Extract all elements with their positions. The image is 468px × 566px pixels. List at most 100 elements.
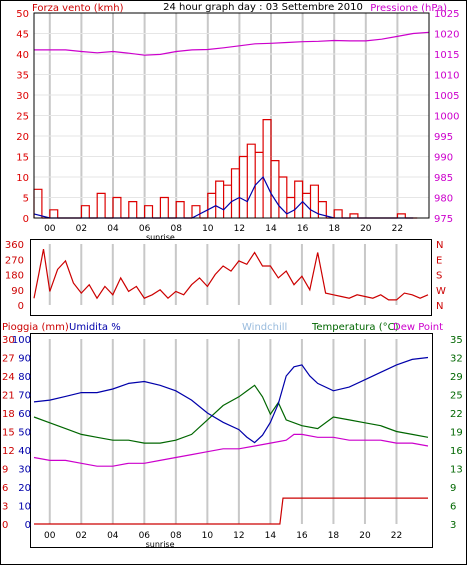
humidity-y-tick: 10 [18, 502, 31, 513]
panel1-x-tick: 22 [392, 224, 403, 234]
temperature-y-tick: 32 [450, 354, 463, 365]
rain-y-tick: 3 [2, 502, 8, 513]
compass-label: S [436, 271, 442, 282]
rain-y-tick: 0 [2, 520, 8, 531]
panel1-series [33, 31, 430, 219]
direction-y-tick: 0 [18, 301, 24, 312]
panel1-x-tick: 18 [328, 224, 340, 234]
panel3-x-tick: 16 [296, 531, 308, 541]
panel3-x-tick: 08 [170, 531, 182, 541]
pressure-axis-label: Pressione (hPa) [370, 3, 447, 14]
panel3-series [33, 356, 429, 525]
rain-y-tick: 6 [2, 483, 8, 494]
humidity-y-tick: 40 [18, 446, 31, 457]
rain-y-tick: 12 [2, 446, 15, 457]
pressure-y-tick: 1015 [434, 50, 459, 61]
pressure-y-tick: 985 [434, 173, 453, 184]
wind-y-tick: 20 [16, 132, 29, 143]
panel3-x-tick: 06 [139, 531, 151, 541]
rain-y-tick: 30 [2, 335, 15, 346]
panel2-series [33, 248, 429, 301]
direction-y-tick: 180 [5, 271, 24, 282]
panel2-box [30, 239, 432, 316]
panel3-sunrise-label: sunrise [146, 540, 175, 549]
humidity-y-tick: 50 [18, 428, 31, 439]
panel3-x-tick: 00 [44, 531, 56, 541]
panel3-grid [48, 339, 398, 524]
rain-y-tick: 21 [2, 391, 15, 402]
panel3-x-tick: 04 [107, 531, 119, 541]
temperature-line [33, 384, 429, 444]
panel1-axes: 0510152025303540455097598098599099510001… [16, 9, 459, 242]
rain-y-tick: 15 [2, 428, 15, 439]
direction-y-tick: 270 [5, 255, 24, 266]
graph-title: 24 hour graph day : 03 Settembre 2010 [163, 2, 363, 13]
rain-y-tick: 27 [2, 354, 15, 365]
compass-label: E [436, 255, 442, 266]
direction-y-tick: 360 [5, 240, 24, 251]
panel1-sunrise-label: sunrise [146, 233, 175, 242]
compass-label: W [436, 286, 446, 297]
temperature-y-tick: 6 [450, 502, 456, 513]
compass-label: N [436, 301, 443, 312]
pressure-line [34, 31, 430, 56]
wind-axis-label: Forza vento (kmh) [32, 3, 124, 14]
humidity-y-tick: 30 [18, 465, 31, 476]
temperature-y-tick: 3 [450, 520, 456, 531]
wind-y-tick: 25 [16, 112, 29, 123]
windchill-legend: Windchill [242, 322, 287, 333]
panel3-x-tick: 20 [359, 531, 371, 541]
panel3-x-tick: 02 [76, 531, 87, 541]
wind-y-tick: 0 [23, 214, 29, 225]
pressure-y-tick: 1000 [434, 112, 459, 123]
rain-y-tick: 24 [2, 372, 15, 383]
wind-y-tick: 5 [23, 194, 29, 205]
rain-line [34, 497, 428, 525]
humidity-y-tick: 20 [18, 483, 31, 494]
panel1-x-tick: 14 [265, 224, 277, 234]
pressure-y-tick: 1025 [434, 9, 459, 20]
panel1-x-tick: 20 [360, 224, 372, 234]
dewpoint-legend: Dew Point [393, 322, 443, 333]
pressure-y-tick: 1005 [434, 91, 459, 102]
temperature-y-tick: 25 [450, 391, 463, 402]
temperature-y-tick: 22 [450, 409, 463, 420]
humidity-line [33, 356, 429, 444]
humidity-y-tick: 100 [12, 335, 31, 346]
direction-y-tick: 90 [11, 286, 24, 297]
pressure-y-tick: 995 [434, 132, 453, 143]
temperature-y-tick: 35 [450, 335, 463, 346]
pressure-y-tick: 990 [434, 153, 453, 164]
wind-y-tick: 50 [16, 9, 29, 20]
rain-y-tick: 9 [2, 465, 8, 476]
temperature-y-tick: 13 [450, 465, 463, 476]
panel3-x-tick: 10 [202, 531, 214, 541]
panel3-x-tick: 12 [233, 531, 244, 541]
temperature-y-tick: 16 [450, 446, 463, 457]
humidity-y-tick: 80 [18, 372, 31, 383]
humidity-y-tick: 90 [18, 354, 31, 365]
panel1-x-tick: 00 [44, 224, 56, 234]
temperature-y-tick: 19 [450, 428, 463, 439]
wind-y-tick: 30 [16, 91, 29, 102]
panel1-x-tick: 12 [234, 224, 245, 234]
panel1-frame [33, 12, 430, 219]
pressure-y-tick: 1010 [434, 71, 459, 82]
panel2-grid [48, 244, 398, 305]
humidity-y-tick: 70 [18, 391, 31, 402]
panel3-box [30, 333, 433, 548]
panel1-x-tick: 06 [139, 224, 151, 234]
pressure-y-tick: 975 [434, 214, 453, 225]
panel1-x-tick: 16 [297, 224, 309, 234]
pressure-y-tick: 980 [434, 194, 453, 205]
panel3-x-tick: 22 [391, 531, 402, 541]
temperature-legend: Temperatura (°C) [311, 322, 399, 333]
compass-label: N [436, 240, 443, 251]
pressure-y-tick: 1020 [434, 30, 459, 41]
wind-speed-bars [33, 119, 418, 219]
wind-y-tick: 15 [16, 153, 29, 164]
rain-legend: Pioggia (mm) [2, 322, 69, 333]
temperature-y-tick: 9 [450, 483, 456, 494]
